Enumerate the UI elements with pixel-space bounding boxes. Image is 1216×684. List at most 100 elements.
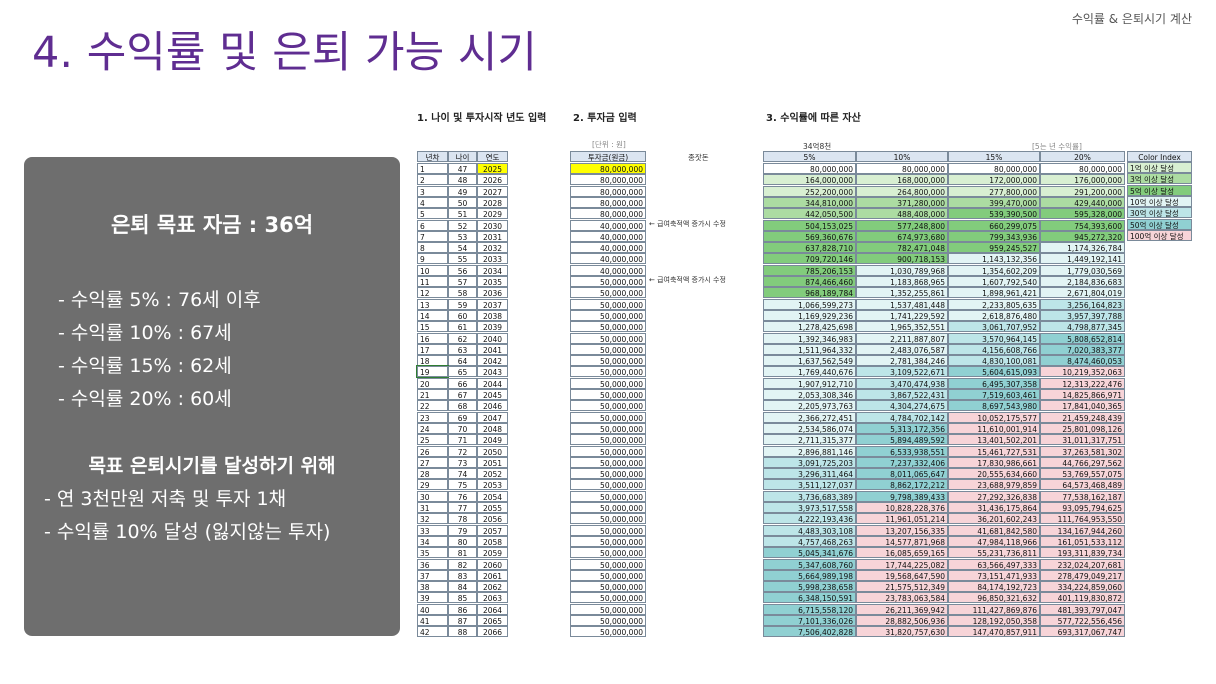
input-cell: 50,000,000 bbox=[570, 490, 646, 502]
input-cell: 68 bbox=[448, 400, 477, 412]
section-title: 1. 나이 및 투자시작 년도 입력 bbox=[417, 113, 547, 124]
column-header: 20% bbox=[1040, 151, 1125, 162]
input-cell: 15 bbox=[417, 321, 448, 333]
input-cell: 2051 bbox=[477, 456, 508, 468]
asset-cell: 1,352,255,861 bbox=[856, 287, 948, 299]
asset-cell: 1,169,929,236 bbox=[763, 309, 856, 321]
input-cell: 2061 bbox=[477, 569, 508, 581]
asset-cell: 26,211,369,942 bbox=[856, 603, 948, 615]
input-cell: 2 bbox=[417, 174, 448, 186]
asset-cell: 5,045,341,676 bbox=[763, 547, 856, 559]
asset-cell: 504,153,025 bbox=[763, 219, 856, 231]
asset-cell: 14,577,871,968 bbox=[856, 535, 948, 547]
input-cell: 1 bbox=[417, 163, 448, 174]
input-cell: 6 bbox=[417, 219, 448, 231]
input-cell: 57 bbox=[448, 276, 477, 287]
input-cell: 51 bbox=[448, 208, 477, 220]
input-cell: 24 bbox=[417, 422, 448, 434]
input-cell: 50,000,000 bbox=[570, 434, 646, 446]
asset-cell: 1,030,789,968 bbox=[856, 264, 948, 276]
asset-cell: 2,205,973,763 bbox=[763, 400, 856, 412]
asset-cell: 3,973,517,558 bbox=[763, 502, 856, 513]
input-cell: 84 bbox=[448, 581, 477, 593]
asset-cell: 3,867,522,431 bbox=[856, 389, 948, 400]
legend-item: 30억 이상 달성 bbox=[1127, 207, 1192, 219]
section-title: 3. 수익률에 따른 자산 bbox=[766, 113, 861, 124]
input-cell: 50,000,000 bbox=[570, 535, 646, 547]
result-item: - 수익률 5% : 76세 이후 bbox=[58, 289, 261, 311]
asset-cell: 10,219,352,063 bbox=[1040, 366, 1125, 378]
asset-cell: 36,201,602,243 bbox=[948, 513, 1040, 525]
input-cell: 2058 bbox=[477, 535, 508, 547]
input-cell: 22 bbox=[417, 400, 448, 412]
input-cell: 50,000,000 bbox=[570, 355, 646, 367]
input-cell: 2063 bbox=[477, 592, 508, 604]
input-cell: 49 bbox=[448, 185, 477, 197]
asset-cell: 2,053,308,346 bbox=[763, 389, 856, 400]
asset-cell: 488,408,000 bbox=[856, 208, 948, 220]
asset-cell: 5,313,172,356 bbox=[856, 422, 948, 434]
asset-cell: 111,427,869,876 bbox=[948, 603, 1040, 615]
input-cell: 59 bbox=[448, 298, 477, 310]
column-header: 투자금(원금) bbox=[570, 151, 646, 162]
input-cell: 50 bbox=[448, 196, 477, 208]
input-cell: 4 bbox=[417, 196, 448, 208]
asset-cell: 1,769,440,676 bbox=[763, 366, 856, 378]
input-cell: 50,000,000 bbox=[570, 569, 646, 581]
asset-cell: 10,052,175,577 bbox=[948, 411, 1040, 423]
input-cell: 2042 bbox=[477, 355, 508, 367]
asset-cell: 693,317,067,747 bbox=[1040, 626, 1125, 638]
input-cell: 11 bbox=[417, 276, 448, 287]
asset-cell: 232,024,207,681 bbox=[1040, 558, 1125, 570]
result-item: - 수익률 10% : 67세 bbox=[58, 322, 232, 344]
asset-cell: 80,000,000 bbox=[1040, 163, 1125, 174]
asset-cell: 429,440,000 bbox=[1040, 196, 1125, 208]
input-cell: 32 bbox=[417, 513, 448, 525]
input-cell: 14 bbox=[417, 309, 448, 321]
asset-cell: 5,664,989,198 bbox=[763, 569, 856, 581]
asset-cell: 5,347,608,760 bbox=[763, 558, 856, 570]
asset-cell: 5,998,238,658 bbox=[763, 581, 856, 593]
input-cell: 2055 bbox=[477, 502, 508, 513]
unit-note: [단위 : 원] bbox=[592, 140, 626, 149]
asset-cell: 442,050,500 bbox=[763, 208, 856, 220]
asset-cell: 2,534,586,074 bbox=[763, 422, 856, 434]
asset-cell: 900,718,153 bbox=[856, 253, 948, 265]
asset-cell: 3,511,127,037 bbox=[763, 479, 856, 491]
input-cell: 80,000,000 bbox=[570, 208, 646, 220]
input-cell: 30 bbox=[417, 490, 448, 502]
input-cell: 50,000,000 bbox=[570, 411, 646, 423]
asset-cell: 80,000,000 bbox=[856, 163, 948, 174]
input-cell: 2049 bbox=[477, 434, 508, 446]
asset-cell: 134,167,944,260 bbox=[1040, 524, 1125, 536]
slide-title: 4. 수익률 및 은퇴 가능 시기 bbox=[32, 28, 537, 78]
asset-cell: 53,769,557,075 bbox=[1040, 468, 1125, 480]
column-header: 5% bbox=[763, 151, 856, 162]
asset-cell: 1,607,792,540 bbox=[948, 276, 1040, 287]
asset-cell: 20,555,634,660 bbox=[948, 468, 1040, 480]
input-cell: 41 bbox=[417, 615, 448, 626]
asset-cell: 371,280,000 bbox=[856, 196, 948, 208]
asset-cell: 17,744,225,082 bbox=[856, 558, 948, 570]
asset-cell: 569,360,676 bbox=[763, 230, 856, 242]
asset-cell: 1,183,868,965 bbox=[856, 276, 948, 287]
asset-cell: 959,245,527 bbox=[948, 242, 1040, 254]
result-item: - 수익률 20% : 60세 bbox=[58, 388, 232, 410]
input-cell: 62 bbox=[448, 332, 477, 344]
asset-cell: 8,011,065,647 bbox=[856, 468, 948, 480]
asset-cell: 1,779,030,569 bbox=[1040, 264, 1125, 276]
input-cell: 26 bbox=[417, 445, 448, 457]
asset-cell: 164,000,000 bbox=[763, 174, 856, 186]
asset-cell: 55,231,736,811 bbox=[948, 547, 1040, 559]
asset-cell: 5,808,652,814 bbox=[1040, 332, 1125, 344]
asset-cell: 278,479,049,217 bbox=[1040, 569, 1125, 581]
legend-item: 1억 이상 달성 bbox=[1127, 162, 1192, 173]
asset-cell: 2,211,887,807 bbox=[856, 332, 948, 344]
asset-cell: 7,101,336,026 bbox=[763, 615, 856, 626]
asset-cell: 4,757,468,263 bbox=[763, 535, 856, 547]
asset-cell: 73,151,471,933 bbox=[948, 569, 1040, 581]
input-cell: 31 bbox=[417, 502, 448, 513]
input-cell: 50,000,000 bbox=[570, 456, 646, 468]
asset-cell: 660,299,075 bbox=[948, 219, 1040, 231]
row-note: ← 급여축적액 증가시 수정 bbox=[649, 219, 726, 228]
